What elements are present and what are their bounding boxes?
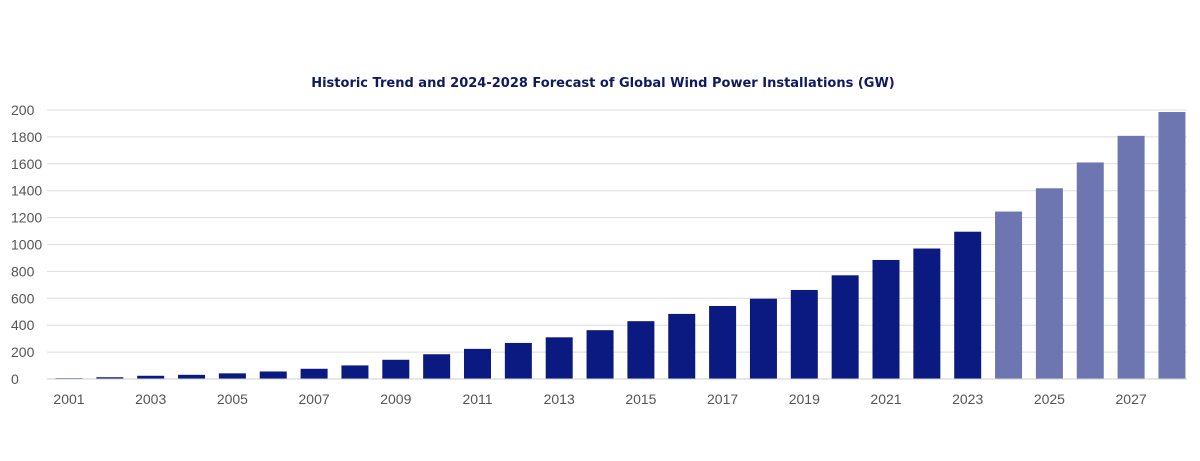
bar-2018 [749,298,777,379]
chart-title: Historic Trend and 2024-2028 Forecast of… [311,76,895,91]
bar-2007 [300,368,328,379]
forecast-bar-2024 [995,211,1023,379]
y-tick-label: 800 [11,263,35,279]
x-tick-label: 2023 [952,391,983,407]
bar-2022 [913,248,941,379]
bar-2003 [137,375,165,379]
bars [55,112,1186,380]
x-tick-label: 2019 [789,391,820,407]
bar-2005 [218,373,246,379]
bar-2016 [668,313,696,379]
x-axis-ticks: 2001 2003 2005 2007 2009 2011 2013 2015 2017 2019… [53,391,1146,407]
x-tick-label: 2013 [544,391,575,407]
bar-2019 [790,289,818,379]
bar-2021 [872,259,900,379]
bar-2023 [954,231,982,379]
bar-2006 [259,371,287,379]
y-tick-label: 0 [11,371,19,387]
forecast-bar-2027 [1117,135,1145,379]
x-tick-label: 2003 [135,391,166,407]
x-tick-label: 2001 [53,391,84,407]
bar-2004 [178,374,206,379]
bar-2009 [382,359,410,379]
y-tick-label: 1200 [11,210,42,226]
x-tick-label: 2011 [462,391,492,407]
y-tick-label: 1000 [11,237,42,253]
x-tick-label: 2017 [707,391,738,407]
bar-2011 [464,348,491,379]
bar-2020 [831,275,859,379]
bar-2014 [586,330,614,379]
x-tick-label: 2005 [217,391,248,407]
bar-2017 [709,305,737,379]
x-tick-label: 2007 [299,391,330,407]
y-tick-label: 600 [11,290,35,306]
x-tick-label: 2025 [1034,391,1065,407]
forecast-bar-2025 [1035,188,1063,379]
gridlines [47,109,1187,353]
bar-2008 [341,365,369,379]
y-tick-label: 200 [11,344,35,360]
x-tick-label: 2009 [380,391,411,407]
forecast-bar-2028 [1158,112,1186,380]
bar-2012 [504,342,532,379]
bar-2013 [545,337,573,379]
x-tick-label: 2015 [625,391,656,407]
bar-2002 [96,377,124,379]
y-tick-label: 1400 [11,183,42,199]
y-tick-label: 1800 [11,129,42,145]
bar-2010 [423,354,451,379]
bar-2015 [627,321,655,379]
y-axis-ticks: 0 200 400 600 800 1000 1200 1400 1600 1800 200 [11,102,42,387]
forecast-bar-2026 [1076,162,1104,379]
y-tick-label: 400 [11,317,35,333]
y-tick-label: 1600 [11,156,42,172]
x-tick-label: 2021 [870,391,901,407]
y-tick-label: 200 [11,102,35,118]
x-tick-label: 2027 [1116,391,1147,407]
